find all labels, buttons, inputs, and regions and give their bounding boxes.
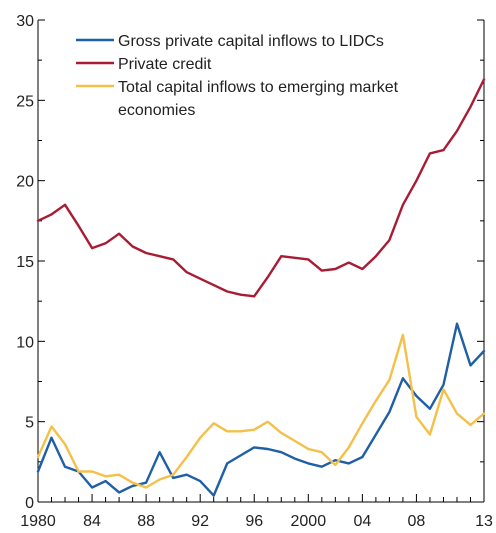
legend-label-2: economies (118, 102, 195, 119)
x-tick-label: 1980 (20, 513, 56, 530)
x-tick-label: 88 (137, 513, 155, 530)
x-tick-label: 96 (245, 513, 263, 530)
legend-label-1: Private credit (118, 56, 212, 73)
series-line-0 (36, 322, 486, 497)
y-tick-label: 10 (16, 334, 34, 351)
series-line-2 (36, 333, 486, 489)
legend: Gross private capital inflows to LIDCs Pr… (76, 33, 399, 119)
series-line-1 (36, 78, 486, 298)
series-lines (36, 78, 486, 497)
axes: 0 5 10 15 20 25 30 1980 84 88 92 96 2000 04 08 13 (16, 13, 493, 530)
legend-label-2: Total capital inflows to emerging market (118, 79, 399, 96)
y-tick-label: 0 (25, 495, 34, 512)
x-tick-label: 92 (191, 513, 209, 530)
x-tick-label: 84 (83, 513, 101, 530)
y-tick-label: 20 (16, 174, 34, 191)
legend-label-0: Gross private capital inflows to LIDCs (118, 33, 384, 50)
x-tick-label: 04 (353, 513, 371, 530)
x-tick-label: 13 (475, 513, 493, 530)
y-tick-label: 30 (16, 13, 34, 30)
x-tick-label: 2000 (291, 513, 327, 530)
y-tick-label: 25 (16, 93, 34, 110)
x-tick-label: 08 (408, 513, 426, 530)
y-tick-label: 15 (16, 254, 34, 271)
y-tick-label: 5 (25, 415, 34, 432)
